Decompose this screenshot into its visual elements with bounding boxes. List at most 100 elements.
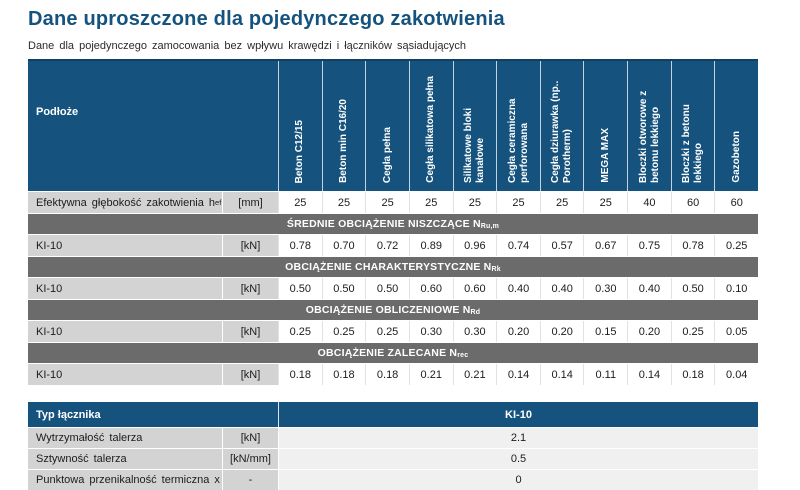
unit-cell: [kN]: [222, 364, 278, 385]
value-cell: 0.10: [714, 278, 759, 299]
unit-cell: [mm]: [222, 192, 278, 213]
column-header-label: Beton C12/15: [294, 119, 306, 183]
value-cell: 0.05: [714, 321, 759, 342]
row-label-text: Efektywna głębokość zakotwienia h: [36, 196, 216, 209]
value-cell: 0.50: [365, 278, 409, 299]
value-cell: 0.60: [452, 278, 497, 299]
column-header-label: Silikatowe bloki kanałowe: [463, 107, 486, 183]
section-heading-text: OBCIĄŻENIE OBLICZENIOWE N: [305, 304, 471, 316]
column-header: Bloczki z betonu lekkiego: [670, 61, 715, 191]
value-cell: 0.78: [278, 235, 322, 256]
value-cell: 0.30: [452, 321, 497, 342]
value-cell: 0.72: [365, 235, 409, 256]
value-cell: 0.70: [321, 235, 366, 256]
ki10-row: KI-10 [kN] 0.18 0.18 0.18 0.21 0.21 0.14…: [28, 364, 759, 385]
value-cell: 25: [452, 192, 497, 213]
value-cell: 2.1: [278, 428, 758, 448]
column-header: MEGA MAX: [583, 61, 627, 191]
value-cell: 0: [278, 470, 758, 490]
value-cell: 0.40: [496, 278, 540, 299]
value-cell: 0.18: [321, 364, 366, 385]
value-cell: 0.75: [627, 235, 671, 256]
row-label: KI-10: [28, 364, 222, 385]
row-label: KI-10: [28, 278, 222, 299]
value-cell: 0.89: [408, 235, 453, 256]
section-heading-text: OBCIĄŻENIE ZALECANE N: [317, 347, 458, 359]
section-heading-design-load: OBCIĄŻENIE OBLICZENIOWE N Rd: [28, 300, 758, 320]
value-cell: 0.60: [408, 278, 453, 299]
value-cell: 0.18: [278, 364, 322, 385]
column-header: Cegła pełna: [365, 61, 409, 191]
value-cell: 0.96: [452, 235, 497, 256]
value-cell: 0.5: [278, 449, 758, 469]
page-title: Dane uproszczone dla pojedynczego zakotw…: [28, 8, 505, 30]
value-cell: 0.18: [365, 364, 409, 385]
value-cell: 0.14: [539, 364, 584, 385]
section-heading-subscript: rec: [457, 351, 469, 359]
value-cell: 25: [365, 192, 409, 213]
value-cell: 0.50: [670, 278, 715, 299]
value-cell: 25: [278, 192, 322, 213]
connector-table-header: Typ łącznika KI-10: [28, 402, 758, 427]
unit-cell: [kN]: [222, 235, 278, 256]
column-header: Cegła dziurawka (np.. Porotherm): [539, 61, 584, 191]
column-header: Cegła ceramiczna perforowana: [496, 61, 540, 191]
unit-cell: [kN/mm]: [222, 449, 278, 469]
value-cell: 0.18: [670, 364, 715, 385]
value-cell: 0.15: [583, 321, 628, 342]
unit-cell: [kN]: [222, 278, 278, 299]
unit-cell: [kN]: [222, 321, 278, 342]
embedment-depth-row: Efektywna głębokość zakotwienia h ef [mm]…: [28, 192, 759, 213]
value-cell: 0.20: [539, 321, 584, 342]
page-subtitle: Dane dla pojedynczego zamocowania bez wp…: [28, 40, 467, 52]
value-cell: 0.78: [670, 235, 715, 256]
value-cell: 60: [670, 192, 715, 213]
row-label: KI-10: [28, 321, 222, 342]
value-cell: 0.25: [278, 321, 322, 342]
value-cell: 60: [714, 192, 759, 213]
column-header: Silikatowe bloki kanałowe: [452, 61, 497, 191]
column-header-label: Beton min C16/20: [338, 99, 350, 183]
column-header: Cegła silikatowa pełna: [408, 61, 453, 191]
value-cell: 0.25: [321, 321, 366, 342]
value-cell: 0.14: [496, 364, 540, 385]
substrate-header-row: Podłoże Beton C12/15 Beton min C16/20 Ce…: [28, 61, 758, 191]
value-cell: 0.21: [452, 364, 497, 385]
value-cell: 0.21: [408, 364, 453, 385]
column-header: Gazobeton: [714, 61, 758, 191]
connector-type-table: Typ łącznika KI-10 Wytrzymałość talerza …: [28, 402, 758, 490]
substrate-header-cell: Podłoże: [36, 106, 79, 118]
connector-type-header-cell: Typ łącznika: [36, 408, 101, 421]
plate-stiffness-row: Sztywność talerza [kN/mm] 0.5: [28, 449, 758, 469]
anchoring-data-table: Podłoże Beton C12/15 Beton min C16/20 Ce…: [28, 59, 759, 385]
value-cell: 25: [496, 192, 540, 213]
column-header-label: Cegła dziurawka (np.. Porotherm): [550, 80, 574, 183]
value-cell: 0.74: [496, 235, 540, 256]
column-header-label: Bloczki otworowe z betonu lekkiego: [637, 90, 661, 183]
column-header-label: Bloczki z betonu lekkiego: [681, 104, 705, 183]
value-cell: 40: [627, 192, 671, 213]
row-label: KI-10: [28, 235, 222, 256]
row-label: Efektywna głębokość zakotwienia h ef: [28, 192, 222, 213]
section-heading-characteristic-load: OBCIĄŻENIE CHARAKTERYSTYCZNE N Rk: [28, 257, 758, 277]
row-label-subscript: ef: [215, 198, 222, 207]
plate-strength-row: Wytrzymałość talerza [kN] 2.1: [28, 428, 758, 448]
column-header: Beton C12/15: [278, 61, 322, 191]
thermal-transmittance-row: Punktowa przenikalność termiczna x - 0: [28, 470, 758, 490]
section-heading-mean-failure-load: ŚREDNIE OBCIĄŻENIE NISZCZĄCE N Ru,m: [28, 214, 758, 234]
ki10-row: KI-10 [kN] 0.25 0.25 0.25 0.30 0.30 0.20…: [28, 321, 759, 342]
value-cell: 0.14: [627, 364, 671, 385]
value-cell: 0.20: [496, 321, 540, 342]
section-heading-text: ŚREDNIE OBCIĄŻENIE NISZCZĄCE N: [286, 218, 481, 230]
value-cell: 0.04: [714, 364, 759, 385]
section-heading-subscript: Rd: [470, 308, 481, 316]
section-heading-text: OBCIĄŻENIE CHARAKTERYSTYCZNE N: [285, 261, 492, 273]
value-cell: 25: [583, 192, 628, 213]
value-cell: 0.50: [278, 278, 322, 299]
value-cell: 0.40: [627, 278, 671, 299]
value-cell: 0.20: [627, 321, 671, 342]
value-cell: 0.57: [539, 235, 584, 256]
column-header-label: MEGA MAX: [599, 128, 611, 183]
